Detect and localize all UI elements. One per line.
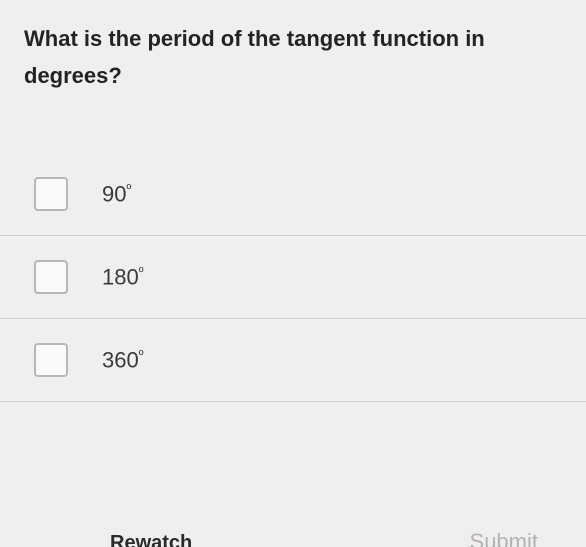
degree-symbol: º <box>139 347 144 362</box>
option-value: 360 <box>102 347 139 372</box>
option-label: 180º <box>102 264 143 290</box>
rewatch-button[interactable]: Rewatch <box>110 533 192 547</box>
option-row[interactable]: 180º <box>0 236 586 319</box>
checkbox[interactable] <box>34 260 68 294</box>
footer-bar: Rewatch Submit <box>0 513 586 547</box>
degree-symbol: º <box>139 264 144 279</box>
option-row[interactable]: 90º <box>0 153 586 236</box>
option-value: 90 <box>102 181 126 206</box>
degree-symbol: º <box>126 181 131 196</box>
option-row[interactable]: 360º <box>0 319 586 402</box>
question-text: What is the period of the tangent functi… <box>0 0 586 105</box>
option-label: 360º <box>102 347 143 373</box>
options-list: 90º 180º 360º <box>0 153 586 402</box>
checkbox[interactable] <box>34 343 68 377</box>
option-value: 180 <box>102 264 139 289</box>
option-label: 90º <box>102 181 131 207</box>
submit-button[interactable]: Submit <box>470 531 538 547</box>
checkbox[interactable] <box>34 177 68 211</box>
